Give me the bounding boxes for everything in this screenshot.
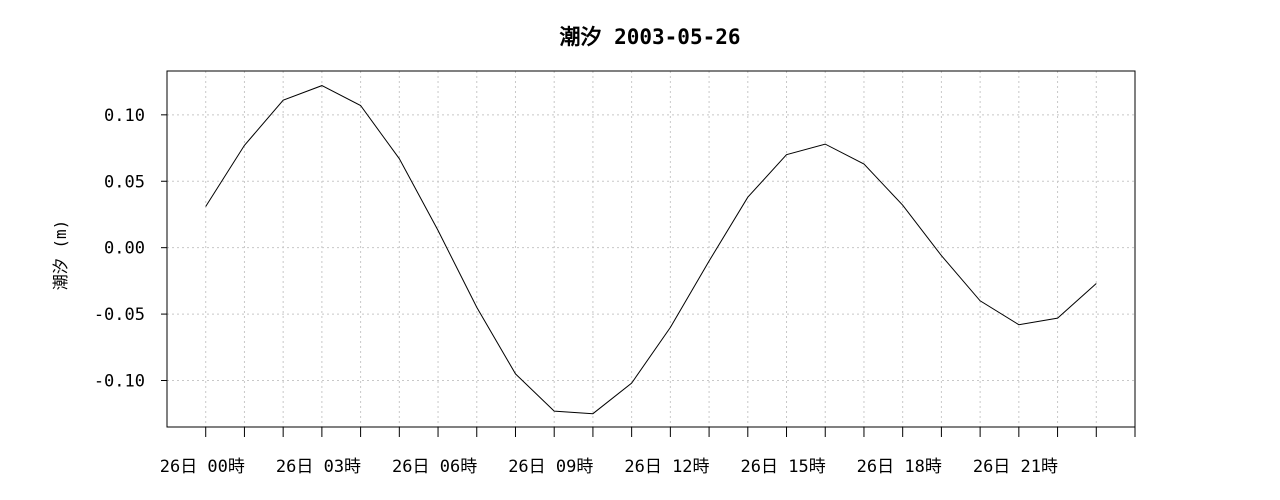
data-point xyxy=(398,158,400,160)
data-point xyxy=(321,85,323,87)
chart-title: 潮汐 2003-05-26 xyxy=(559,25,740,49)
data-point xyxy=(1018,324,1020,326)
x-tick-label: 26日 12時 xyxy=(624,457,709,477)
y-tick-label: 0.05 xyxy=(104,172,145,192)
x-tick-label: 26日 09時 xyxy=(508,457,593,477)
grid xyxy=(167,71,1136,427)
data-point xyxy=(863,163,865,165)
y-tick-label: -0.05 xyxy=(94,305,145,325)
data-points xyxy=(205,85,1098,415)
x-tick-label: 26日 15時 xyxy=(741,457,826,477)
data-point xyxy=(786,154,788,156)
data-point xyxy=(940,255,942,257)
data-point xyxy=(669,326,671,328)
data-point xyxy=(1095,283,1097,285)
data-point xyxy=(631,382,633,384)
tide-series-line xyxy=(205,85,1097,415)
x-tick-label: 26日 03時 xyxy=(276,457,361,477)
data-point xyxy=(708,260,710,262)
data-point xyxy=(747,196,749,198)
data-point xyxy=(476,306,478,308)
data-point xyxy=(360,105,362,107)
y-tick-label: 0.00 xyxy=(104,239,145,259)
x-axis: 26日 00時 26日 03時 26日 06時 26日 09時 26日 12時 26日 1… xyxy=(160,427,1136,477)
y-axis: 0.10 0.05 0.00 -0.05 -0.10 xyxy=(94,106,167,392)
data-point xyxy=(824,143,826,145)
x-tick-label: 26日 00時 xyxy=(160,457,245,477)
x-tick-label: 26日 18時 xyxy=(857,457,942,477)
x-tick-label: 26日 21時 xyxy=(973,457,1058,477)
data-point xyxy=(902,204,904,206)
data-point xyxy=(1057,317,1059,319)
plot-area xyxy=(166,70,1136,428)
data-point xyxy=(282,99,284,101)
data-point xyxy=(592,413,594,415)
y-tick-label: 0.10 xyxy=(104,106,145,126)
data-point xyxy=(514,373,516,375)
data-point xyxy=(437,229,439,231)
data-point xyxy=(553,410,555,412)
data-point xyxy=(205,205,207,207)
y-tick-label: -0.10 xyxy=(94,372,145,392)
data-point xyxy=(979,300,981,302)
data-point xyxy=(243,144,245,146)
x-tick-label: 26日 06時 xyxy=(392,457,477,477)
y-axis-label: 潮汐 (m) xyxy=(51,220,70,291)
